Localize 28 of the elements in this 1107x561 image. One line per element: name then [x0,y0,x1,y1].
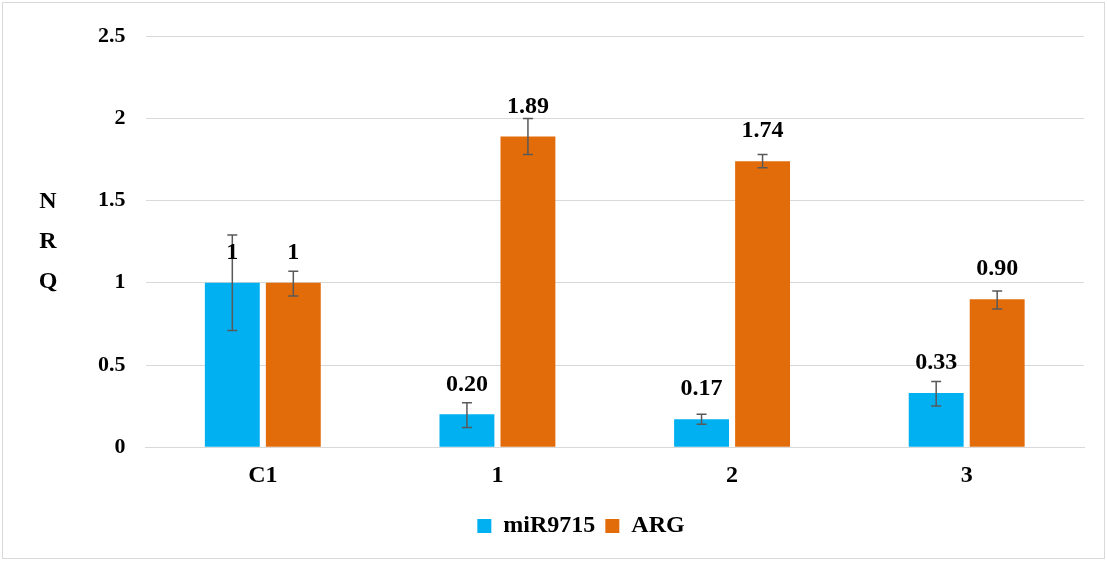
bar [204,282,260,447]
bar [908,392,964,447]
legend-label: ARG [631,511,685,538]
x-tick-label: 3 [960,460,973,487]
y-axis-title: NRQ [38,186,58,293]
bar [500,136,556,447]
y-tick-label: 2.5 [98,21,126,47]
bar [439,414,495,447]
x-tick-label: C1 [248,460,278,487]
data-label: 1 [287,238,300,264]
y-tick-label: 0 [114,432,126,458]
legend-label: miR9715 [503,511,596,538]
data-label: 0.33 [915,348,958,375]
bar [265,282,321,447]
data-label: 1.89 [506,91,549,118]
data-label: 0.17 [680,374,723,401]
y-tick-label: 1.5 [98,186,126,212]
x-tick-label: 2 [726,460,739,487]
bar [969,299,1025,447]
y-tick-label: 1 [114,268,126,294]
y-tick-label: 0.5 [98,350,126,376]
data-label: 1.74 [741,116,784,143]
bar [674,419,730,447]
data-label: 0.90 [976,254,1019,281]
y-tick-label: 2 [114,104,126,130]
x-tick-label: 1 [491,460,504,487]
bar [735,161,791,447]
data-label: 0.20 [445,369,488,396]
